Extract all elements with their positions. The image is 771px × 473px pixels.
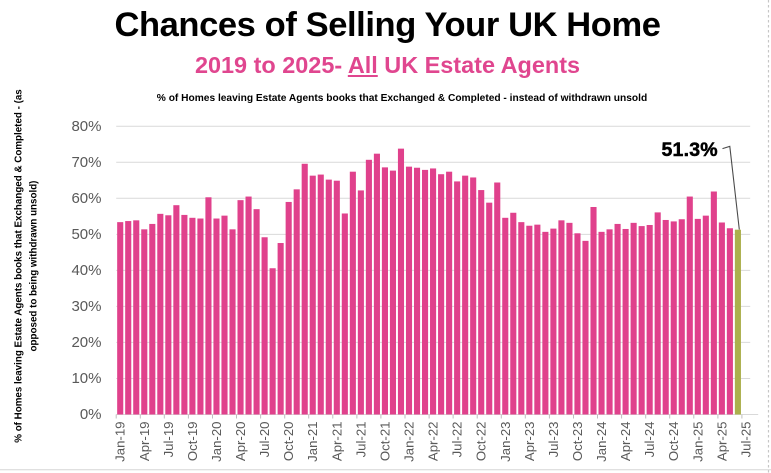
svg-text:Oct-21: Oct-21 — [377, 422, 392, 462]
svg-text:20%: 20% — [71, 334, 101, 351]
svg-text:Oct-23: Oct-23 — [570, 422, 585, 462]
svg-text:80%: 80% — [71, 118, 101, 135]
svg-text:Apr-25: Apr-25 — [714, 422, 729, 462]
svg-text:Jan-21: Jan-21 — [305, 422, 320, 462]
svg-text:Jul-20: Jul-20 — [257, 422, 272, 458]
svg-text:Oct-24: Oct-24 — [666, 422, 681, 462]
svg-text:70%: 70% — [71, 154, 101, 171]
svg-text:Jan-22: Jan-22 — [402, 422, 417, 462]
svg-text:Jan-20: Jan-20 — [209, 422, 224, 462]
svg-text:Jul-25: Jul-25 — [738, 422, 753, 458]
svg-text:Jan-23: Jan-23 — [498, 422, 513, 462]
svg-text:Apr-19: Apr-19 — [137, 422, 152, 462]
svg-text:Jul-22: Jul-22 — [450, 422, 465, 458]
svg-text:50%: 50% — [71, 226, 101, 243]
svg-text:40%: 40% — [71, 262, 101, 279]
svg-text:Apr-20: Apr-20 — [233, 422, 248, 462]
svg-text:Jan-24: Jan-24 — [594, 422, 609, 462]
svg-text:30%: 30% — [71, 298, 101, 315]
svg-text:Oct-22: Oct-22 — [474, 422, 489, 462]
svg-text:Apr-23: Apr-23 — [522, 422, 537, 462]
svg-text:10%: 10% — [71, 370, 101, 387]
svg-text:60%: 60% — [71, 190, 101, 207]
svg-text:Jul-19: Jul-19 — [161, 422, 176, 458]
svg-text:Apr-21: Apr-21 — [329, 422, 344, 462]
svg-text:Jan-25: Jan-25 — [690, 422, 705, 462]
svg-text:Jul-21: Jul-21 — [353, 422, 368, 458]
svg-text:0%: 0% — [80, 406, 102, 423]
svg-text:Oct-20: Oct-20 — [281, 422, 296, 462]
svg-text:Jul-23: Jul-23 — [546, 422, 561, 458]
svg-text:Apr-24: Apr-24 — [618, 422, 633, 462]
svg-text:Jan-19: Jan-19 — [113, 422, 128, 462]
svg-text:Jul-24: Jul-24 — [642, 422, 657, 458]
svg-text:Apr-22: Apr-22 — [426, 422, 441, 462]
svg-text:Oct-19: Oct-19 — [185, 422, 200, 462]
